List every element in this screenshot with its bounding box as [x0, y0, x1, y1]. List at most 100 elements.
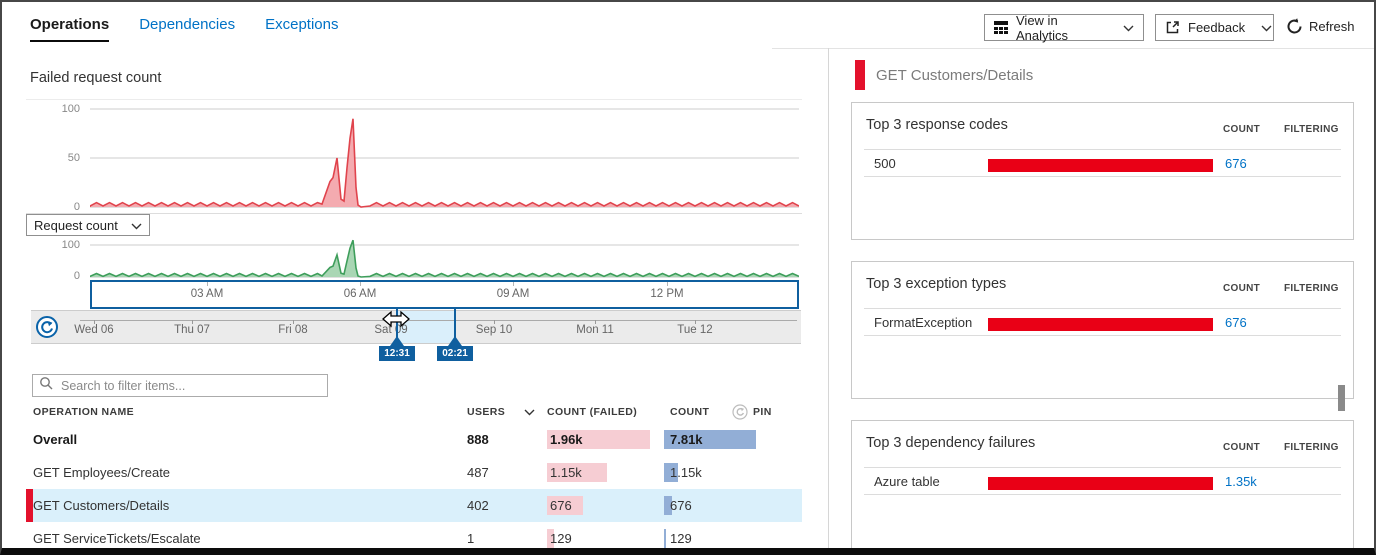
col-count-failed[interactable]: COUNT (FAILED)	[547, 406, 638, 418]
search-input[interactable]	[59, 377, 321, 394]
metric-selector-dropdown[interactable]: Request count	[26, 214, 150, 236]
x-axis-tick	[360, 282, 361, 286]
chart-top-border	[26, 99, 802, 100]
failed-chart-ytick-100: 100	[61, 103, 80, 115]
brush-start-handle[interactable]	[396, 308, 398, 338]
brush-end-time-badge: 02:21	[437, 346, 473, 361]
card-divider	[864, 308, 1341, 309]
time-selection-overlay[interactable]	[90, 280, 799, 309]
brush-tick	[494, 320, 495, 324]
card-divider	[864, 335, 1341, 336]
card-divider	[864, 149, 1341, 150]
count-value: 7.81k	[670, 432, 703, 447]
feedback-label: Feedback	[1188, 20, 1246, 35]
failed-count-value: 129	[550, 531, 572, 546]
operation-name: Overall	[33, 432, 78, 447]
count-cell: 7.81k	[664, 430, 802, 449]
brush-date-fri08: Fri 08	[278, 324, 308, 336]
card-title: Top 3 response codes	[866, 117, 1008, 133]
brush-date-sep10: Sep 10	[475, 324, 513, 336]
response-code-count-link[interactable]: 676	[1225, 156, 1247, 171]
selected-operation-title: GET Customers/Details	[876, 67, 1034, 84]
exception-type-bar	[988, 318, 1213, 331]
count-column-header: COUNT	[1223, 442, 1261, 453]
chevron-down-icon	[1123, 20, 1134, 35]
exception-type-count-link[interactable]: 676	[1225, 315, 1247, 330]
brush-start-handle-grip[interactable]	[390, 336, 404, 346]
col-pin[interactable]: PIN	[753, 406, 772, 418]
resize-cursor-pointer	[382, 310, 410, 333]
col-operation-name[interactable]: OPERATION NAME	[33, 406, 135, 418]
failed-count-cell: 1.96k	[547, 430, 663, 449]
count-cell: 129	[664, 529, 802, 548]
dependency-failure-label: Azure table	[874, 474, 940, 489]
card-divider	[864, 467, 1341, 468]
count-column-header: COUNT	[1223, 124, 1261, 135]
brush-date-wed06: Wed 06	[74, 324, 114, 336]
selected-row-accent	[26, 489, 33, 522]
count-value: 676	[670, 498, 692, 513]
view-in-analytics-button[interactable]: View in Analytics	[984, 12, 1144, 43]
table-row-overall[interactable]: Overall 888 1.96k 7.81k	[26, 423, 802, 458]
col-count[interactable]: COUNT	[670, 406, 710, 418]
count-column-header: COUNT	[1223, 283, 1261, 294]
filter-search-box[interactable]	[32, 374, 328, 397]
brush-end-handle-grip[interactable]	[448, 336, 462, 346]
sort-chevron-icon[interactable]	[524, 407, 535, 419]
count-value: 129	[670, 531, 692, 546]
chart-section-title: Failed request count	[30, 70, 162, 86]
brush-end-handle[interactable]	[454, 308, 456, 338]
table-row-get-servicetickets-escalate[interactable]: GET ServiceTickets/Escalate 1 129 129	[26, 522, 802, 548]
failed-count-cell: 129	[547, 529, 663, 548]
failed-count-value: 1.15k	[550, 465, 582, 480]
view-in-analytics-label: View in Analytics	[1016, 12, 1069, 43]
x-axis-label-09am: 09 AM	[496, 288, 530, 300]
brush-tick	[595, 320, 596, 324]
failed-chart-ytick-50: 50	[67, 152, 80, 164]
operation-name: GET Employees/Create	[33, 465, 171, 480]
chevron-down-icon	[1261, 20, 1272, 35]
x-axis-label-12pm: 12 PM	[650, 288, 684, 300]
x-axis-tick	[207, 282, 208, 286]
failed-count-cell: 676	[547, 496, 663, 515]
filtering-column-header: FILTERING	[1284, 442, 1339, 453]
chart-separator	[26, 213, 802, 214]
dependency-failure-count-link[interactable]: 1.35k	[1225, 474, 1257, 489]
feedback-button[interactable]: Feedback	[1155, 14, 1274, 41]
metric-selector-value: Request count	[34, 217, 118, 233]
pin-icon[interactable]	[732, 404, 748, 423]
count-bar	[664, 463, 678, 482]
filtering-column-header: FILTERING	[1284, 283, 1339, 294]
exception-type-label: FormatException	[874, 315, 973, 330]
refresh-button[interactable]: Refresh	[1285, 17, 1355, 36]
card-title: Top 3 exception types	[866, 276, 1007, 292]
card-top-dependency-failures: Top 3 dependency failures COUNT FILTERIN…	[851, 420, 1354, 548]
col-users[interactable]: USERS	[467, 406, 506, 418]
card-top-response-codes: Top 3 response codes COUNT FILTERING 500…	[851, 102, 1354, 240]
refresh-icon	[1285, 17, 1304, 36]
failed-count-bar	[547, 430, 650, 449]
reset-zoom-icon[interactable]	[35, 315, 59, 339]
count-cell: 1.15k	[664, 463, 802, 482]
failed-count-cell: 1.15k	[547, 463, 663, 482]
count-bar	[664, 430, 756, 449]
table-row-get-customers-details[interactable]: GET Customers/Details 402 676 676	[26, 489, 802, 524]
brush-tick	[94, 320, 95, 324]
card-divider	[864, 494, 1341, 495]
tab-exceptions[interactable]: Exceptions	[265, 16, 339, 33]
tab-dependencies[interactable]: Dependencies	[139, 16, 236, 33]
failed-count-bar	[547, 463, 607, 482]
users-value: 1	[467, 531, 475, 546]
tab-operations[interactable]: Operations	[30, 16, 110, 42]
users-value: 487	[467, 465, 489, 480]
table-row-get-employees-create[interactable]: GET Employees/Create 487 1.15k 1.15k	[26, 456, 802, 491]
selected-operation-color-swatch	[855, 60, 865, 90]
header-divider	[772, 48, 1374, 49]
x-axis-tick	[667, 282, 668, 286]
panel-scrollbar-thumb[interactable]	[1338, 385, 1345, 411]
panel-divider	[828, 48, 829, 548]
brush-date-mon11: Mon 11	[576, 324, 614, 336]
brush-start-time-badge: 12:31	[379, 346, 415, 361]
operations-table-header: OPERATION NAME USERS COUNT (FAILED) COUN…	[26, 401, 802, 424]
brush-date-thu07: Thu 07	[174, 324, 210, 336]
